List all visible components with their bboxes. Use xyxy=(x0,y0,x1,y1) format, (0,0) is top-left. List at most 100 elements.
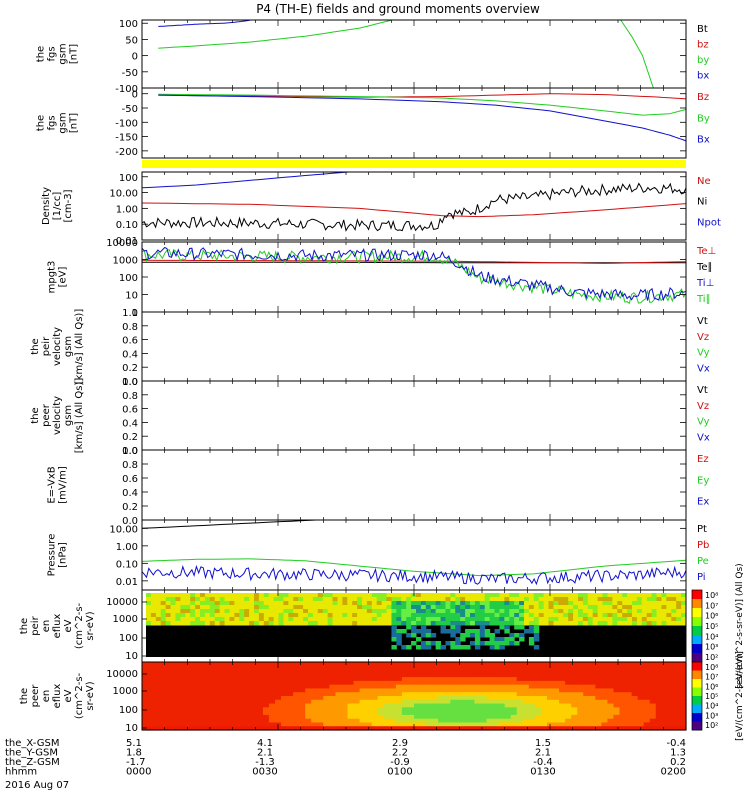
heatmap-cell xyxy=(420,673,427,678)
heatmap-cell xyxy=(430,605,437,610)
heatmap-cell xyxy=(649,726,657,731)
heatmap-cell xyxy=(335,714,343,720)
heatmap-cell xyxy=(444,662,451,667)
heatmap-cell xyxy=(546,684,554,690)
heatmap-cell xyxy=(577,707,584,712)
heatmap-cell xyxy=(435,613,442,618)
heatmap-cell xyxy=(377,699,385,705)
heatmap-cell xyxy=(420,718,427,724)
heatmap-cell xyxy=(293,680,300,686)
heatmap-cell xyxy=(565,696,572,701)
heatmap-cell xyxy=(492,711,500,716)
heatmap-cell xyxy=(305,673,312,678)
heatmap-cell xyxy=(450,621,456,626)
heatmap-cell xyxy=(430,621,437,626)
heatmap-cell xyxy=(622,617,628,622)
heatmap-cell xyxy=(667,714,675,720)
heatmap-cell xyxy=(365,684,373,690)
heatmap-cell xyxy=(546,677,554,682)
heatmap-cell xyxy=(474,726,482,731)
heatmap-cell xyxy=(607,692,615,697)
heatmap-cell xyxy=(625,669,633,674)
heatmap-cell xyxy=(204,605,211,610)
heatmap-cell xyxy=(256,669,264,674)
heatmap-cell xyxy=(607,696,615,701)
heatmap-cell xyxy=(587,617,594,622)
heatmap-cell xyxy=(200,609,206,614)
heatmap-cell xyxy=(293,696,300,701)
heatmap-cell xyxy=(352,609,358,614)
heatmap-cell xyxy=(474,617,481,622)
heatmap-cell xyxy=(401,613,407,618)
heatmap-cell xyxy=(673,699,681,705)
x-tick-value: 2.2 xyxy=(392,748,408,759)
heatmap-cell xyxy=(401,699,409,705)
heatmap-cell xyxy=(317,593,324,598)
heatmap-cell xyxy=(396,641,402,646)
heatmap-cell xyxy=(577,680,584,686)
heatmap-cell xyxy=(420,609,427,614)
heatmap-cell xyxy=(401,711,409,716)
heatmap-cell xyxy=(661,692,669,697)
heatmap-cell xyxy=(499,601,505,606)
heatmap-cell xyxy=(563,597,569,602)
heatmap-cell xyxy=(498,692,506,697)
heatmap-cell xyxy=(468,688,476,693)
heatmap-cell xyxy=(383,662,391,667)
heatmap-cell xyxy=(238,722,246,727)
heatmap-cell xyxy=(383,722,391,727)
heatmap-cell xyxy=(172,677,179,682)
heatmap-cell xyxy=(435,641,442,646)
heatmap-cell xyxy=(577,669,584,674)
heatmap-cell xyxy=(510,718,518,724)
heatmap-cell xyxy=(371,699,379,705)
heatmap-cell xyxy=(353,696,361,701)
y-axis-label: the xyxy=(19,688,30,704)
heatmap-cell xyxy=(366,601,373,606)
heatmap-cell xyxy=(649,688,657,693)
heatmap-cell xyxy=(671,609,677,614)
heatmap-cell xyxy=(553,617,559,622)
heatmap-cell xyxy=(220,692,228,697)
heatmap-cell xyxy=(632,605,638,610)
y-axis-label: Density xyxy=(41,187,52,225)
heatmap-cell xyxy=(244,684,252,690)
heatmap-cell xyxy=(480,677,488,682)
heatmap-cell xyxy=(673,677,681,682)
heatmap-cell xyxy=(607,605,613,610)
heatmap-cell xyxy=(450,726,457,731)
heatmap-cell xyxy=(504,680,512,686)
colorbar-tick-label: 10⁵ xyxy=(705,692,718,701)
heatmap-cell xyxy=(283,609,289,614)
heatmap-cell xyxy=(202,662,210,667)
heatmap-cell xyxy=(154,711,161,716)
heatmap-cell xyxy=(323,662,330,667)
heatmap-cell xyxy=(274,680,282,686)
heatmap-cell xyxy=(366,597,373,602)
heatmap-cell xyxy=(281,703,288,708)
heatmap-cell xyxy=(327,617,334,622)
heatmap-cell xyxy=(573,601,579,606)
heatmap-cell xyxy=(155,621,162,626)
heatmap-cell xyxy=(432,684,439,690)
heatmap-cell xyxy=(619,665,627,671)
heatmap-cell xyxy=(381,597,388,602)
heatmap-cell xyxy=(411,597,417,602)
heatmap-cell xyxy=(184,680,191,686)
heatmap-cell xyxy=(474,637,481,642)
heatmap-cell xyxy=(298,621,304,626)
heatmap-cell xyxy=(504,625,510,630)
heatmap-cell xyxy=(534,662,542,667)
heatmap-cell xyxy=(371,669,379,674)
heatmap-cell xyxy=(559,722,566,727)
heatmap-cell xyxy=(401,677,409,682)
heatmap-cell xyxy=(484,593,491,598)
heatmap-cell xyxy=(486,707,494,712)
heatmap-cell xyxy=(357,605,363,610)
heatmap-cell xyxy=(607,703,615,708)
heatmap-cell xyxy=(592,617,599,622)
heatmap-cell xyxy=(643,673,651,678)
heatmap-cell xyxy=(226,711,234,716)
heatmap-cell xyxy=(661,617,667,622)
